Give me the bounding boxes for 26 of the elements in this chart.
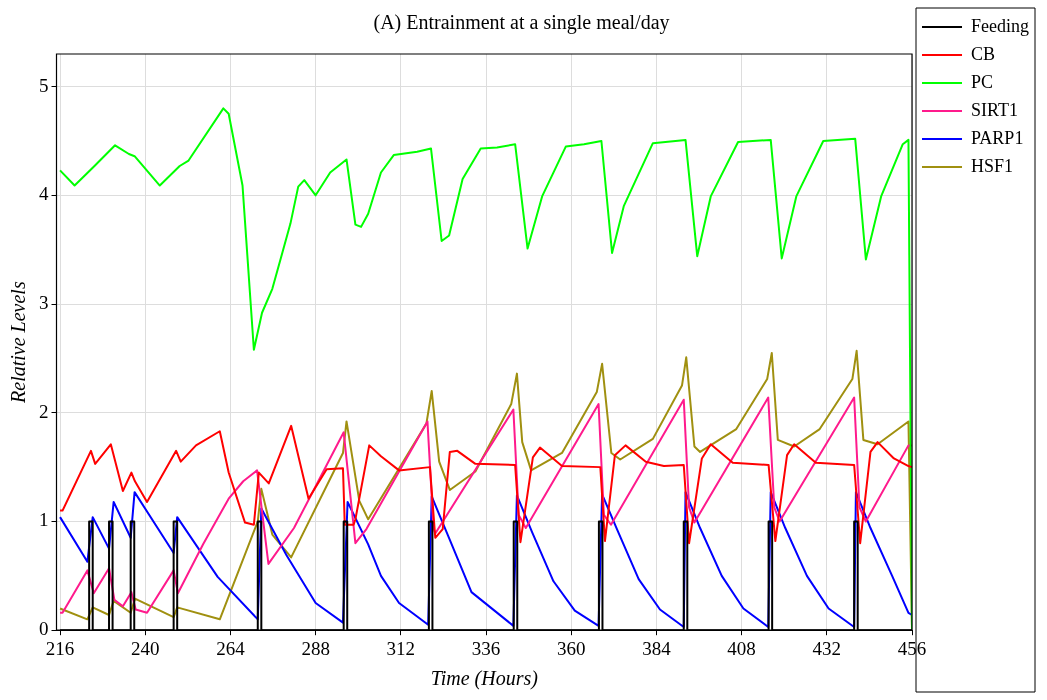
x-tick-label: 384 xyxy=(642,637,672,659)
x-tick-label: 360 xyxy=(556,637,586,659)
y-tick-label: 1 xyxy=(39,509,49,531)
x-axis-title: Time (Hours) xyxy=(430,667,539,691)
y-tick-label: 0 xyxy=(39,618,49,640)
x-tick-label: 264 xyxy=(216,637,246,659)
legend-label: PARP1 xyxy=(971,127,1024,148)
x-tick-label: 312 xyxy=(386,637,416,659)
y-tick-label: 4 xyxy=(39,183,49,205)
x-tick-label: 288 xyxy=(301,637,330,659)
legend-label: Feeding xyxy=(971,15,1030,36)
y-axis-title: Relative Levels xyxy=(7,281,30,404)
legend-label: SIRT1 xyxy=(971,99,1018,120)
y-tick-label: 3 xyxy=(39,292,49,314)
chart-title: (A) Entrainment at a single meal/day xyxy=(373,11,670,35)
x-tick-label: 432 xyxy=(812,637,842,659)
y-tick-label: 2 xyxy=(39,400,49,422)
legend-label: CB xyxy=(971,43,996,64)
x-tick-label: 408 xyxy=(727,637,756,659)
y-tick-label: 5 xyxy=(39,74,49,96)
x-tick-label: 336 xyxy=(471,637,501,659)
legend-label: PC xyxy=(971,71,994,92)
x-tick-label: 240 xyxy=(131,637,160,659)
x-tick-label: 216 xyxy=(45,637,75,659)
legend-label: HSF1 xyxy=(971,155,1014,176)
x-tick-label: 456 xyxy=(897,637,927,659)
